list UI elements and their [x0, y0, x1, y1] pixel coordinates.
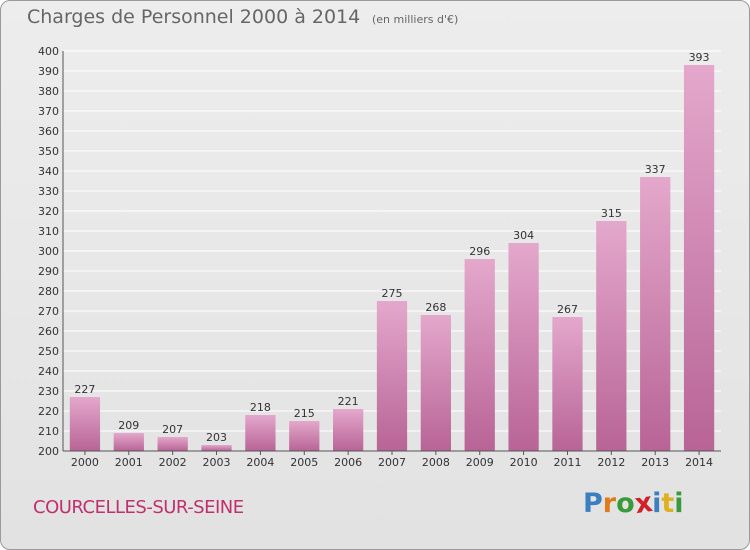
- commune-name: COURCELLES-SUR-SEINE: [33, 497, 244, 518]
- bar: [376, 301, 408, 451]
- y-tick-label: 400: [38, 45, 59, 58]
- y-tick-label: 360: [38, 125, 59, 138]
- bar: [289, 421, 320, 451]
- axes: [62, 51, 721, 452]
- bar: [245, 415, 276, 451]
- bar: [69, 397, 101, 451]
- bar: [508, 243, 539, 451]
- bar-value-label: 296: [469, 245, 490, 258]
- x-tick-label: 2008: [422, 456, 450, 469]
- bar-value-label: 337: [645, 163, 666, 176]
- chart-subtitle: (en milliers d'€): [372, 13, 459, 26]
- x-tick-label: 2010: [510, 456, 538, 469]
- y-tick-label: 280: [38, 285, 59, 298]
- bar-value-label: 215: [294, 407, 315, 420]
- logo-letter: i: [652, 488, 662, 519]
- bar-value-label: 315: [601, 207, 622, 220]
- bar: [113, 433, 144, 451]
- logo-letter: r: [602, 488, 617, 519]
- bar: [157, 437, 188, 451]
- bars: 227 209 207 203 218 215 221 275 268 296 304 267 315 3…: [69, 51, 715, 451]
- y-axis-ticks: 200 210 220 230 240 250 260 270 280 290 300 310 320 3…: [38, 45, 59, 458]
- bar-value-label: 227: [74, 383, 95, 396]
- y-tick-label: 370: [38, 105, 59, 118]
- y-tick-label: 270: [38, 305, 59, 318]
- y-tick-label: 260: [38, 325, 59, 338]
- proxiti-logo: Proxiti: [583, 486, 684, 521]
- y-tick-label: 240: [38, 365, 59, 378]
- x-tick-label: 2007: [378, 456, 406, 469]
- x-axis-ticks: 2000 2001 2002 2003 2004 2005 2006 2007 2008 2009…: [71, 451, 713, 469]
- x-tick-label: 2003: [203, 456, 231, 469]
- x-tick-label: 2001: [115, 456, 143, 469]
- bar-value-label: 203: [206, 431, 227, 444]
- y-tick-label: 340: [38, 165, 59, 178]
- bar: [420, 315, 452, 451]
- y-tick-label: 380: [38, 85, 59, 98]
- logo-letter: t: [661, 488, 675, 519]
- y-tick-label: 210: [38, 425, 59, 438]
- y-tick-label: 290: [38, 265, 59, 278]
- x-tick-label: 2012: [597, 456, 625, 469]
- x-tick-label: 2009: [466, 456, 494, 469]
- chart-title: Charges de Personnel 2000 à 2014: [27, 6, 361, 28]
- bar: [552, 317, 583, 451]
- y-tick-label: 350: [38, 145, 59, 158]
- bar-value-label: 218: [250, 401, 271, 414]
- y-tick-label: 310: [38, 225, 59, 238]
- y-tick-label: 330: [38, 185, 59, 198]
- x-tick-label: 2002: [159, 456, 187, 469]
- y-tick-label: 220: [38, 405, 59, 418]
- y-tick-label: 230: [38, 385, 59, 398]
- x-tick-label: 2011: [553, 456, 581, 469]
- bar: [201, 445, 232, 451]
- y-tick-label: 300: [38, 245, 59, 258]
- y-tick-label: 320: [38, 205, 59, 218]
- bar: [640, 177, 671, 451]
- bar: [683, 65, 715, 451]
- x-tick-label: 2014: [685, 456, 713, 469]
- bar: [596, 221, 627, 451]
- logo-letter: o: [616, 488, 635, 519]
- bar-value-label: 267: [557, 303, 578, 316]
- bar-value-label: 393: [689, 51, 710, 64]
- x-tick-label: 2006: [334, 456, 362, 469]
- y-tick-label: 250: [38, 345, 59, 358]
- x-tick-label: 2013: [641, 456, 669, 469]
- bar: [464, 259, 495, 451]
- logo-letter: x: [632, 486, 655, 521]
- bar-value-label: 304: [513, 229, 534, 242]
- x-tick-label: 2005: [290, 456, 318, 469]
- bar-value-label: 275: [382, 287, 403, 300]
- logo-letter: P: [583, 488, 603, 519]
- bar-value-label: 207: [162, 423, 183, 436]
- bar-value-label: 221: [338, 395, 359, 408]
- bar: [332, 409, 364, 451]
- logo-letter: i: [674, 488, 684, 519]
- y-tick-label: 390: [38, 65, 59, 78]
- bar-value-label: 209: [118, 419, 139, 432]
- x-tick-label: 2000: [71, 456, 99, 469]
- x-tick-label: 2004: [246, 456, 274, 469]
- y-tick-label: 200: [38, 445, 59, 458]
- bar-value-label: 268: [425, 301, 446, 314]
